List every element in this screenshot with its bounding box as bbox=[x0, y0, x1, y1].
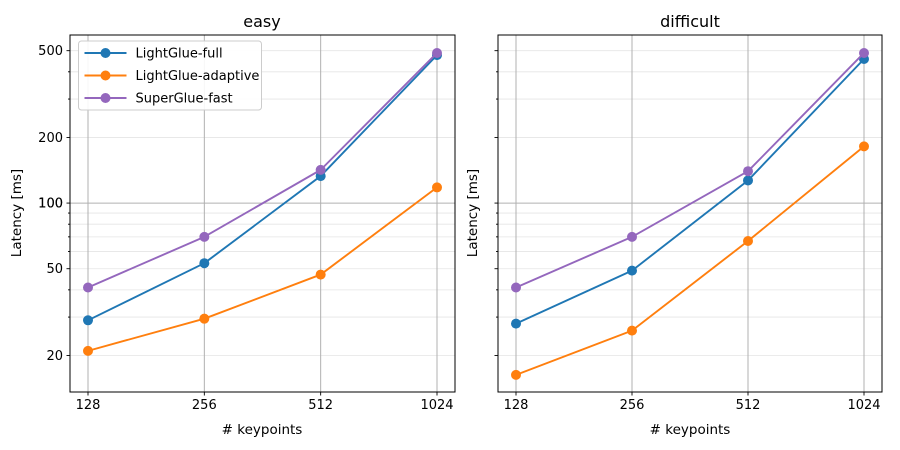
y-axis-label-easy: Latency [ms] bbox=[9, 169, 25, 257]
y-tick-label: 20 bbox=[46, 349, 63, 364]
y-tick-label: 500 bbox=[38, 44, 63, 59]
panel-difficult: 128 256 512 1024 bbox=[494, 34, 883, 413]
data-point-LightGlue-full bbox=[199, 258, 210, 269]
data-point-LightGlue-adaptive bbox=[432, 182, 442, 193]
legend-marker-SuperGlue-fast bbox=[100, 93, 111, 103]
panel-title-easy: easy bbox=[243, 12, 280, 31]
data-point-LightGlue-full bbox=[83, 315, 93, 326]
y-tick-label: 100 bbox=[38, 197, 63, 212]
legend-label-SuperGlue-fast: SuperGlue-fast bbox=[136, 92, 233, 107]
x-tick-label: 256 bbox=[192, 398, 217, 413]
plot-background bbox=[498, 35, 882, 392]
y-tick-label: 100 bbox=[38, 197, 63, 212]
data-point-SuperGlue-fast bbox=[432, 47, 442, 58]
x-tick-label: 128 bbox=[76, 398, 101, 413]
y-tick-label: 50 bbox=[46, 262, 63, 277]
x-tick-label: 1024 bbox=[847, 398, 880, 413]
data-point-SuperGlue-fast bbox=[199, 231, 210, 242]
panel-easy: 128 256 512 10242050100200500100LightGlue-f… bbox=[38, 34, 456, 413]
data-point-LightGlue-full bbox=[743, 175, 753, 186]
y-tick-label: 200 bbox=[38, 131, 63, 146]
data-point-LightGlue-adaptive bbox=[511, 369, 521, 380]
legend-label-LightGlue-full: LightGlue-full bbox=[136, 47, 223, 62]
series-line-LightGlue-full bbox=[87, 54, 438, 322]
data-point-LightGlue-full bbox=[511, 318, 521, 329]
x-axis-label-easy: # keypoints bbox=[222, 422, 303, 438]
data-point-SuperGlue-fast bbox=[83, 282, 93, 293]
data-point-SuperGlue-fast bbox=[511, 282, 521, 293]
chart-layers: 128 256 512 10242050100200500100LightGlue-f… bbox=[38, 34, 883, 413]
legend-marker-LightGlue-full bbox=[100, 48, 111, 58]
legend-box bbox=[78, 40, 262, 111]
legend-label-LightGlue-adaptive: LightGlue-adaptive bbox=[136, 69, 260, 84]
data-point-SuperGlue-fast bbox=[315, 164, 326, 175]
data-point-LightGlue-adaptive bbox=[743, 235, 753, 246]
data-point-LightGlue-full bbox=[627, 265, 637, 276]
series-line-LightGlue-adaptive bbox=[515, 145, 865, 376]
data-point-LightGlue-adaptive bbox=[315, 269, 326, 280]
legend: LightGlue-full LightGlue-adaptive SuperGlu… bbox=[78, 40, 262, 111]
series-line-SuperGlue-fast bbox=[87, 52, 438, 289]
data-point-LightGlue-adaptive bbox=[627, 325, 637, 336]
data-point-SuperGlue-fast bbox=[627, 231, 637, 242]
data-point-SuperGlue-fast bbox=[743, 166, 753, 177]
x-tick-label: 128 bbox=[504, 398, 529, 413]
series-line-SuperGlue-fast bbox=[515, 52, 865, 289]
x-tick-label: 1024 bbox=[420, 398, 453, 413]
x-tick-label: 256 bbox=[620, 398, 645, 413]
data-point-LightGlue-adaptive bbox=[199, 313, 210, 324]
x-tick-label: 512 bbox=[736, 398, 761, 413]
data-point-LightGlue-adaptive bbox=[859, 141, 869, 152]
series-line-LightGlue-adaptive bbox=[87, 186, 438, 352]
y-axis-label-difficult: Latency [ms] bbox=[465, 169, 481, 257]
x-tick-label: 512 bbox=[308, 398, 333, 413]
x-axis-label-difficult: # keypoints bbox=[650, 422, 731, 438]
data-point-LightGlue-adaptive bbox=[83, 345, 93, 356]
panel-title-difficult: difficult bbox=[660, 12, 720, 31]
data-point-SuperGlue-fast bbox=[859, 47, 869, 58]
series-line-LightGlue-full bbox=[515, 58, 865, 325]
legend-marker-LightGlue-adaptive bbox=[100, 70, 111, 81]
